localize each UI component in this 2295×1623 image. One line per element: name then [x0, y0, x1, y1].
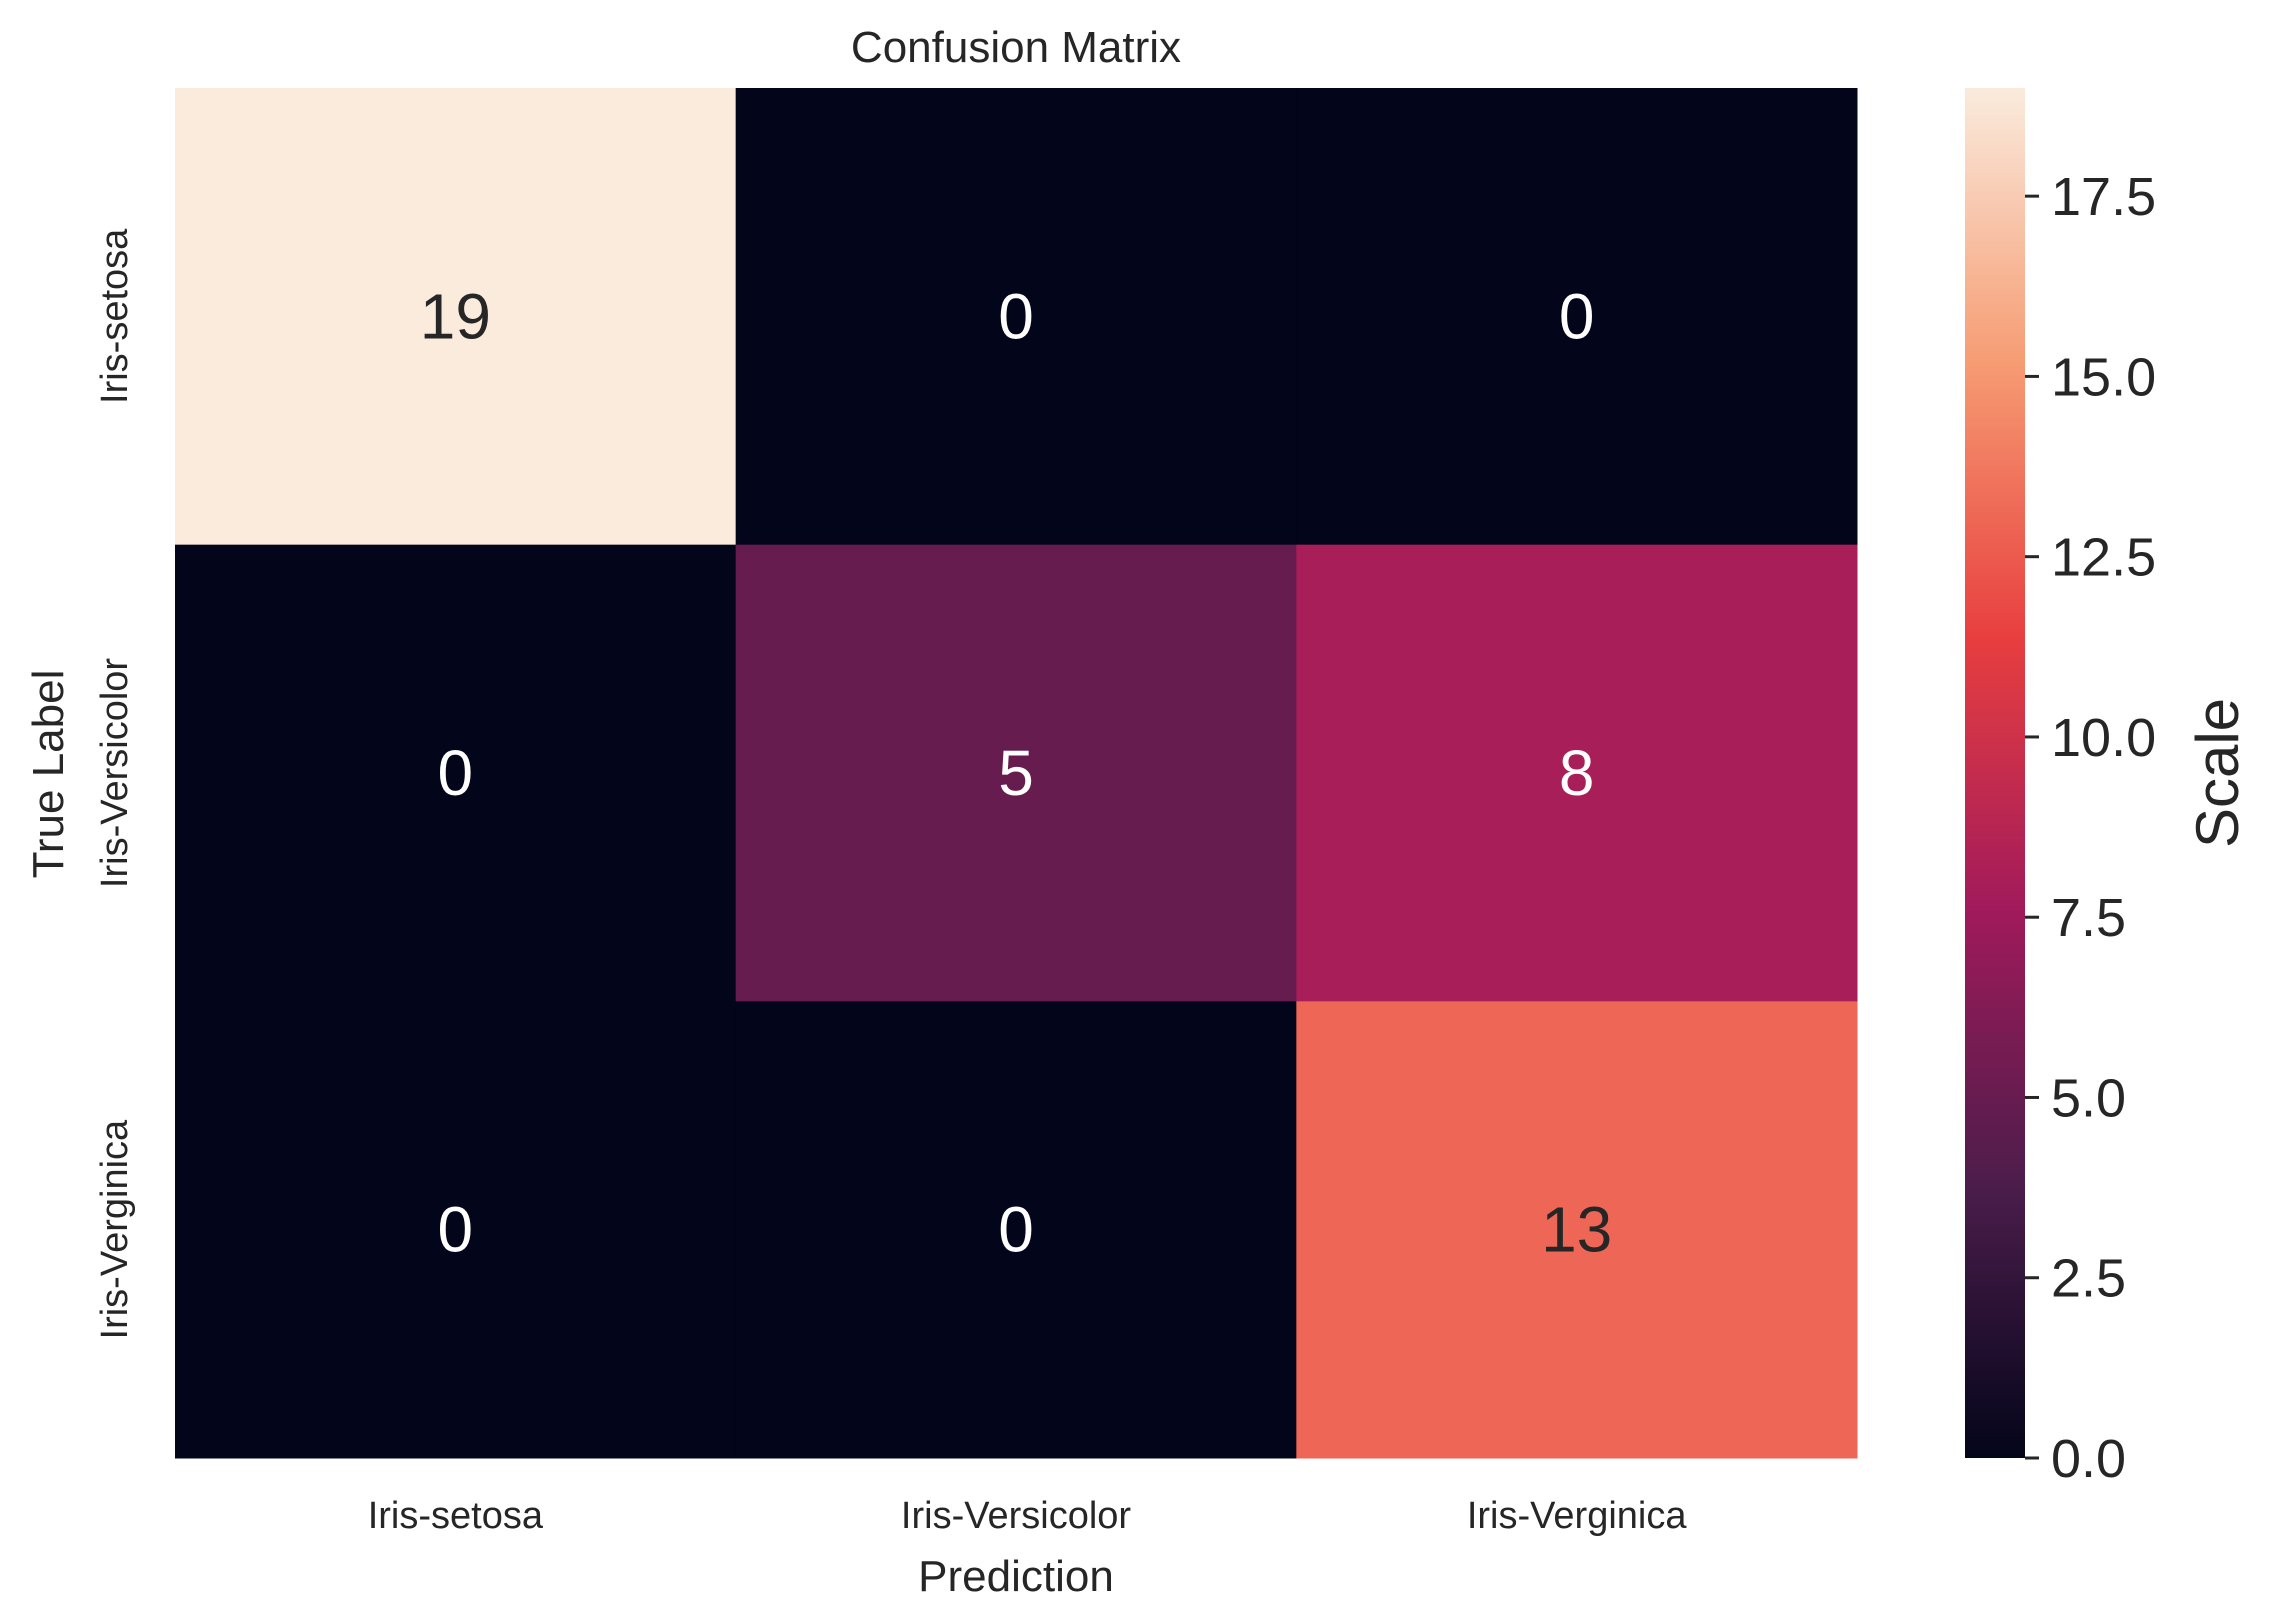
colorbar-tick-label: 15.0 [2051, 347, 2156, 407]
heatmap-cell [1296, 88, 1858, 546]
x-tick-label: Iris-setosa [368, 1495, 544, 1537]
x-tick-label: Iris-Verginica [1467, 1495, 1687, 1537]
x-axis-label: Prediction [918, 1552, 1114, 1601]
cell-value-label: 0 [1559, 280, 1595, 352]
heatmap-cell-labels: 19 0 0 0 5 8 0 0 13 [420, 280, 1613, 1265]
cell-value-label: 0 [438, 737, 474, 809]
y-tick-label: Iris-Versicolor [94, 658, 136, 888]
cell-value-label: 0 [998, 1194, 1034, 1266]
colorbar-label: Scale [2184, 698, 2251, 848]
cell-value-label: 5 [998, 737, 1034, 809]
x-tick-labels: Iris-setosa Iris-Versicolor Iris-Verginica [368, 1495, 1688, 1537]
colorbar-tick-label: 0.0 [2051, 1429, 2126, 1489]
colorbar-tick-label: 12.5 [2051, 528, 2156, 588]
heatmap-cell [735, 88, 1297, 546]
colorbar-tick-label: 7.5 [2051, 888, 2126, 948]
y-tick-label: Iris-setosa [94, 228, 136, 404]
chart-title: Confusion Matrix [851, 23, 1181, 72]
cell-value-label: 8 [1559, 737, 1595, 809]
x-tick-label: Iris-Versicolor [901, 1495, 1131, 1537]
cell-value-label: 13 [1541, 1194, 1612, 1266]
heatmap-cells [175, 88, 1858, 1459]
y-tick-labels: Iris-setosa Iris-Versicolor Iris-Verginica [94, 228, 136, 1340]
colorbar [1965, 88, 2025, 1458]
colorbar-tick-label: 2.5 [2051, 1249, 2126, 1309]
heatmap-cell [735, 1001, 1297, 1459]
heatmap-cell [735, 544, 1297, 1002]
cell-value-label: 0 [438, 1194, 474, 1266]
colorbar-tick-label: 17.5 [2051, 167, 2156, 227]
heatmap-cell [175, 88, 737, 546]
heatmap-cell [1296, 1001, 1858, 1459]
colorbar-tick-label: 10.0 [2051, 708, 2156, 768]
y-tick-label: Iris-Verginica [94, 1119, 136, 1339]
cell-value-label: 19 [420, 280, 491, 352]
colorbar-ticks: 0.0 2.5 5.0 7.5 10.0 12.5 15.0 17.5 [2025, 167, 2156, 1489]
y-axis-label: True Label [24, 670, 73, 879]
heatmap-cell [1296, 544, 1858, 1002]
heatmap-cell [175, 544, 737, 1002]
colorbar-tick-label: 5.0 [2051, 1068, 2126, 1128]
cell-value-label: 0 [998, 280, 1034, 352]
heatmap-cell [175, 1001, 737, 1459]
